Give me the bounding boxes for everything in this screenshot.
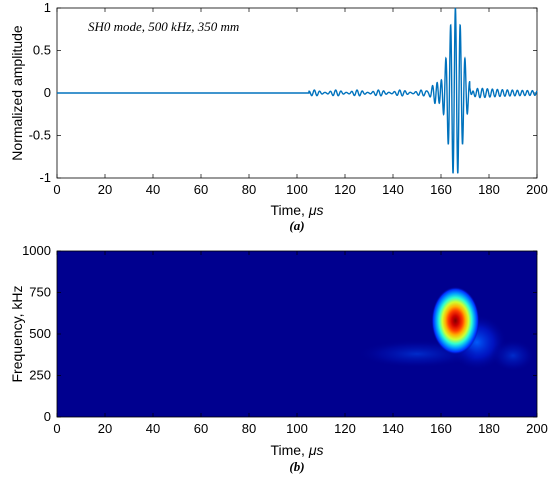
waveform-panel: 0 20 40 60 80 100 120 140 160 180 200 -1 -0.5 0 0.5 1 S… [9,0,548,233]
spectrogram-x-tick-label: 120 [334,421,356,436]
panel-label-b: (b) [289,459,304,474]
waveform-y-tick-label: -0.5 [29,128,51,143]
spectrogram-x-tick-label: 20 [98,421,112,436]
waveform-x-tick-label: 40 [146,182,160,197]
waveform-annotation: SH0 mode, 500 kHz, 350 mm [88,19,239,34]
spectrogram-x-axis-unit: μs [308,442,324,458]
spectrogram-region-3 [491,339,535,372]
waveform-x-tick-label: 140 [382,182,404,197]
waveform-x-tick-label: 200 [526,182,548,197]
spectrogram-x-tick-label: 100 [286,421,308,436]
waveform-x-tick-label: 0 [53,182,60,197]
spectrogram-y-tick-label: 250 [29,368,51,383]
waveform-x-tick-label: 100 [286,182,308,197]
spectrogram-y-axis-title: Frequency, kHz [9,286,25,383]
waveform-x-tick-label: 60 [194,182,208,197]
spectrogram-y-tick-label: 1000 [22,243,51,258]
spectrogram-x-tick-label: 160 [430,421,452,436]
spectrogram-x-tick-label: 80 [242,421,256,436]
waveform-y-axis-title: Normalized amplitude [9,25,25,161]
spectrogram-x-axis-title: Time, μs [270,442,323,458]
waveform-y-tick-label: -1 [39,170,51,185]
spectrogram-y-tick-label: 750 [29,285,51,300]
waveform-y-tick-label: 0.5 [33,43,51,58]
waveform-x-tick-label: 120 [334,182,356,197]
spectrogram-y-tick-label: 500 [29,326,51,341]
spectrogram-ticks: 0 20 40 60 80 100 120 140 160 180 200 0 250 500 750 100… [22,243,548,436]
waveform-x-axis-title: Time, μs [270,202,323,218]
waveform-y-tick-label: 1 [44,0,51,15]
spectrogram-x-tick-label: 180 [478,421,500,436]
panel-label-a: (a) [289,218,304,233]
waveform-x-axis-unit: μs [308,202,324,218]
waveform-x-tick-label: 160 [430,182,452,197]
spectrogram-x-tick-label: 200 [526,421,548,436]
waveform-x-tick-label: 20 [98,182,112,197]
waveform-x-tick-label: 80 [242,182,256,197]
spectrogram-x-tick-label: 140 [382,421,404,436]
spectrogram-y-tick-label: 0 [44,409,51,424]
waveform-line [57,7,538,174]
waveform-y-tick-label: 0 [44,85,51,100]
spectrogram-x-tick-label: 0 [53,421,60,436]
waveform-x-tick-label: 180 [478,182,500,197]
spectrogram-peak [431,286,480,355]
spectrogram-x-axis-title-text: Time, [270,442,308,458]
spectrogram-x-tick-label: 40 [146,421,160,436]
spectrogram-x-tick-label: 60 [194,421,208,436]
waveform-x-axis-title-text: Time, [270,202,308,218]
waveform-ticks: 0 20 40 60 80 100 120 140 160 180 200 -1 -0.5 0 0.5 1 [29,0,548,197]
spectrogram-panel: 0 20 40 60 80 100 120 140 160 180 200 0 250 500 750 100… [9,243,548,474]
